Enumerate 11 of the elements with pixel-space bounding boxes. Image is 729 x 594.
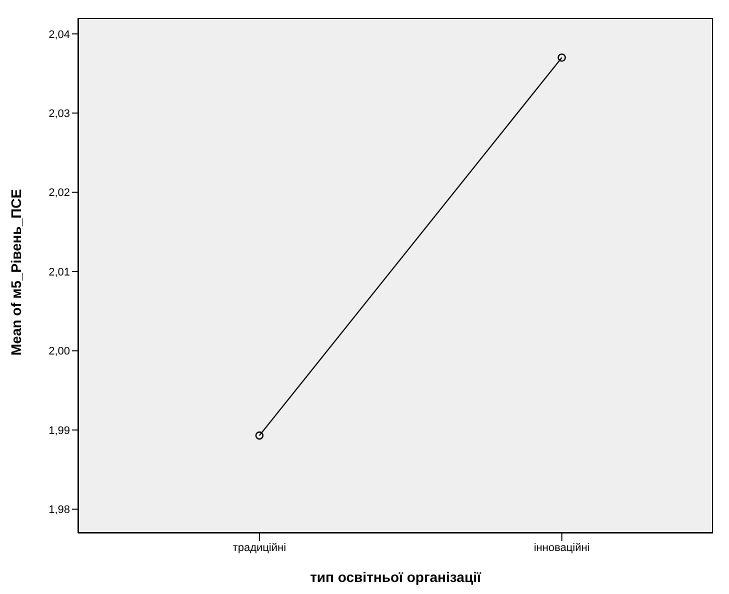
y-tick-label: 2,01 [48, 266, 70, 278]
y-axis-title: Mean of м5_Рівень_ПСЕ [8, 188, 24, 356]
y-tick-label: 2,02 [48, 187, 70, 200]
x-tick-label: інноваційні [534, 542, 590, 554]
y-tick-label: 2,04 [48, 28, 70, 41]
x-axis-title: тип освітньої організації [310, 569, 482, 585]
y-tick-label: 2,00 [48, 346, 70, 358]
x-tick-label: традиційні [232, 542, 286, 554]
y-tick-label: 2,03 [48, 108, 70, 120]
y-tick-label: 1,98 [48, 504, 70, 516]
y-tick-label: 1,99 [48, 424, 70, 437]
